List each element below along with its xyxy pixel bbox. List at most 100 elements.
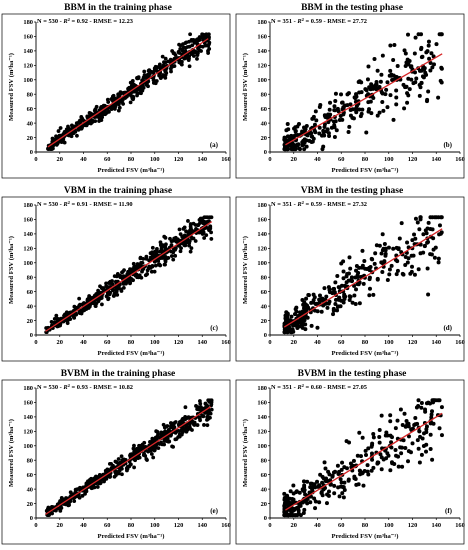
x-tick-label: 80 xyxy=(128,522,134,529)
data-point xyxy=(419,401,424,406)
data-point xyxy=(152,269,157,274)
data-point xyxy=(118,273,122,278)
data-point xyxy=(97,481,101,486)
data-point xyxy=(391,58,396,63)
x-tick-label: 140 xyxy=(431,522,441,529)
x-tick-label: 20 xyxy=(291,522,297,529)
data-point xyxy=(193,239,198,243)
data-point xyxy=(309,134,314,139)
data-point xyxy=(155,430,160,434)
data-point xyxy=(358,114,363,119)
data-point xyxy=(403,263,408,268)
y-tick-label: 100 xyxy=(23,443,33,450)
data-point xyxy=(336,109,341,114)
data-point xyxy=(388,93,393,98)
data-point xyxy=(85,297,90,302)
scatter-points xyxy=(282,215,444,335)
x-tick-label: 140 xyxy=(197,156,207,163)
data-point xyxy=(303,327,308,332)
data-point xyxy=(355,453,360,458)
data-point xyxy=(326,489,331,494)
data-point xyxy=(394,102,399,107)
x-tick-label: 100 xyxy=(150,522,160,529)
data-point xyxy=(363,448,368,453)
data-point xyxy=(289,510,294,515)
data-point xyxy=(205,403,210,408)
data-point xyxy=(403,254,408,259)
x-tick-label: 0 xyxy=(34,156,37,163)
data-point xyxy=(137,448,142,453)
data-point xyxy=(285,495,290,500)
data-point xyxy=(296,142,301,147)
data-point xyxy=(386,245,391,250)
data-point xyxy=(395,259,400,264)
data-point xyxy=(329,125,334,130)
data-point xyxy=(292,144,297,149)
data-point xyxy=(168,433,173,438)
data-point xyxy=(188,249,193,254)
data-point xyxy=(406,93,411,98)
x-tick-label: 0 xyxy=(268,522,271,529)
data-point xyxy=(387,73,392,78)
data-point xyxy=(162,442,167,447)
data-point xyxy=(148,440,152,444)
data-point xyxy=(113,469,118,474)
data-point xyxy=(128,281,132,286)
data-point xyxy=(378,452,383,457)
data-point xyxy=(332,135,337,140)
x-tick-label: 80 xyxy=(128,339,134,346)
data-point xyxy=(388,68,393,73)
data-point xyxy=(351,458,356,463)
y-tick-label: 40 xyxy=(27,303,33,310)
data-point xyxy=(197,230,201,235)
data-point xyxy=(412,272,417,277)
data-point xyxy=(325,492,330,497)
data-point xyxy=(332,104,337,109)
data-point xyxy=(188,224,193,229)
data-point xyxy=(89,486,94,491)
data-point xyxy=(348,113,353,118)
data-point xyxy=(389,263,394,268)
data-point xyxy=(303,322,308,327)
data-point xyxy=(371,465,376,470)
x-tick-label: 160 xyxy=(221,522,231,529)
data-point xyxy=(171,257,176,262)
panel-f: BVBM in the testing phase N = 351 - R2 = … xyxy=(235,369,465,545)
data-point xyxy=(328,100,333,105)
data-point xyxy=(341,276,346,281)
data-point xyxy=(187,238,192,243)
stats-annotation: N = 530 - R2 = 0.91 - RMSE = 11.90 xyxy=(37,200,133,209)
data-point xyxy=(313,499,318,504)
data-point xyxy=(417,227,422,232)
data-point xyxy=(437,32,442,37)
data-point xyxy=(333,301,338,306)
y-tick-label: 140 xyxy=(257,48,267,55)
data-point xyxy=(185,45,190,49)
data-point xyxy=(360,107,365,112)
data-point xyxy=(437,232,442,237)
data-point xyxy=(206,49,210,53)
data-point xyxy=(59,140,64,144)
data-point xyxy=(138,256,143,261)
data-point xyxy=(380,248,385,253)
x-axis-label: Predicted FSV (m³ha⁻¹) xyxy=(98,167,165,174)
data-point xyxy=(57,501,62,505)
data-point xyxy=(321,128,326,133)
data-point xyxy=(164,436,168,441)
data-point xyxy=(384,456,389,461)
data-point xyxy=(54,134,58,139)
data-point xyxy=(379,72,384,77)
panel-title: BVBM in the testing phase xyxy=(298,369,407,379)
x-tick-label: 160 xyxy=(221,339,231,346)
data-point xyxy=(428,226,433,231)
data-point xyxy=(367,293,372,298)
data-point xyxy=(297,490,302,495)
data-point xyxy=(371,95,376,100)
y-tick-label: 20 xyxy=(261,318,267,325)
data-point xyxy=(327,472,332,477)
data-point xyxy=(286,319,291,324)
y-tick-label: 0 xyxy=(30,149,33,156)
data-point xyxy=(326,285,331,290)
x-tick-label: 120 xyxy=(174,522,184,529)
data-point xyxy=(358,274,363,279)
